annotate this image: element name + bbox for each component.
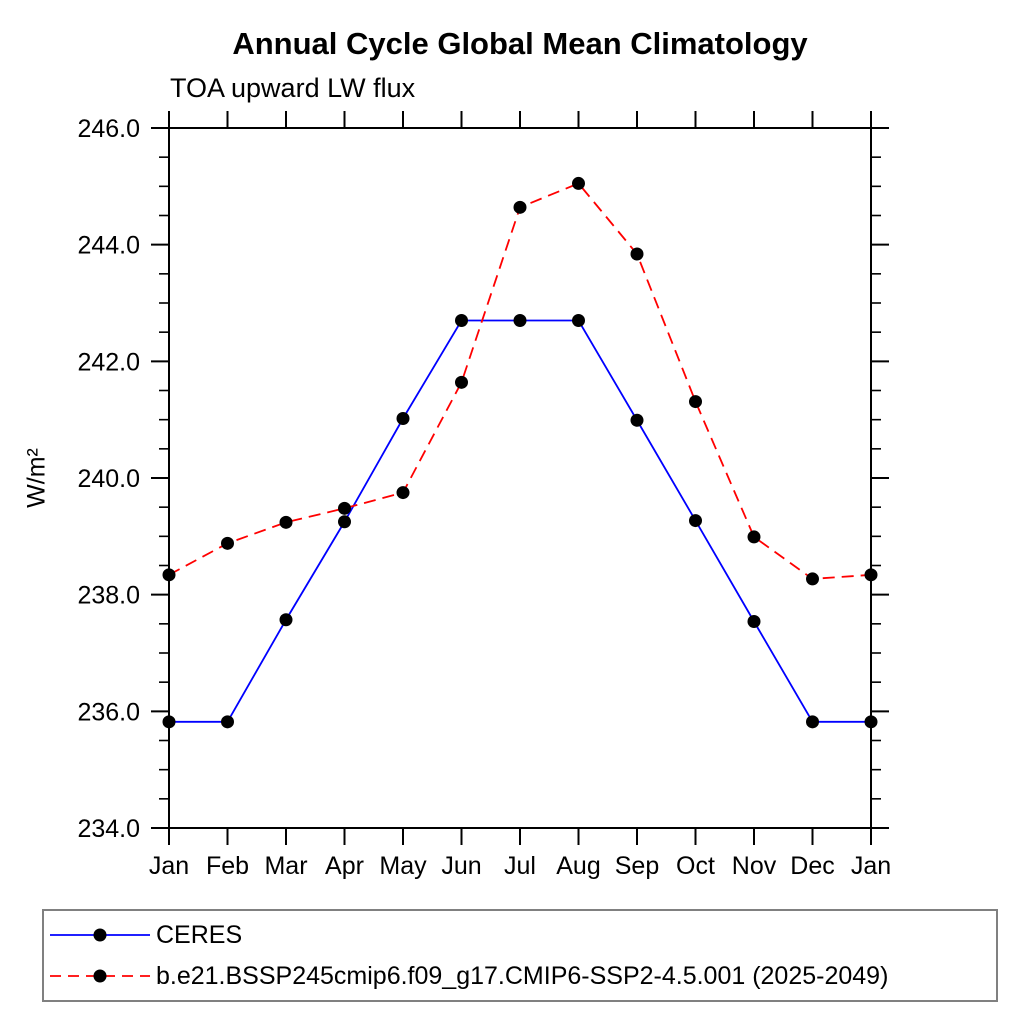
x-tick-label: Jan [149,852,189,880]
x-axis-ticks [168,111,872,845]
chart-title: Annual Cycle Global Mean Climatology [232,26,808,61]
data-point-marker [689,395,702,409]
data-point-marker [162,568,176,582]
data-point-marker [455,375,468,389]
data-point-marker [162,715,176,729]
y-tick-label: 238.0 [77,582,140,610]
x-tick-label: Oct [676,852,715,880]
chart-subtitle: TOA upward LW flux [170,73,416,103]
data-point-marker [864,715,878,729]
series-line [168,182,872,580]
data-point-marker [338,501,351,515]
series-line [169,319,871,723]
y-tick-labels: 234.0 236.0 238.0 240.0 242.0 244.0 246.0 [77,115,140,843]
data-point-marker [221,715,234,729]
data-point-marker [747,615,761,628]
data-point-marker [513,200,527,214]
legend-line-sample-icon [50,928,150,942]
data-point-marker [630,413,644,427]
legend-line-sample-icon [50,969,150,983]
legend-label-ceres: CERES [156,920,243,949]
y-tick-label: 242.0 [77,348,140,376]
x-tick-label: Apr [325,852,364,880]
y-tick-label: 240.0 [77,465,140,493]
x-tick-label: Jul [504,852,536,880]
x-tick-label: Jun [441,852,481,880]
data-point-marker [747,530,761,544]
x-tick-label: May [379,852,427,880]
y-tick-label: 236.0 [77,698,140,726]
data-point-marker [455,314,468,327]
x-tick-label: Dec [790,852,834,880]
y-axis-ticks [151,127,889,829]
data-point-marker [630,247,644,261]
data-point-marker [513,314,527,327]
data-point-marker [572,314,585,327]
x-tick-label: Aug [556,852,600,880]
data-point-marker [806,715,819,729]
x-tick-label: Sep [615,852,659,880]
data-point-marker [689,514,702,528]
legend: CERES b.e21.BSSP245cmip6.f09_g17.CMIP6-S… [42,909,998,1002]
data-point-marker [864,568,878,582]
legend-item-model: b.e21.BSSP245cmip6.f09_g17.CMIP6-SSP2-4.… [48,956,996,997]
x-tick-label: Nov [732,852,777,880]
data-point-marker [806,572,819,586]
series-ceres [162,314,878,729]
axis-frame [168,127,872,829]
x-tick-label: Feb [206,852,249,880]
legend-item-ceres: CERES [48,915,996,956]
y-tick-label: 234.0 [77,815,140,843]
series-model [162,176,878,586]
data-point-marker [338,515,351,529]
data-point-marker [279,515,293,529]
y-tick-label: 244.0 [77,232,140,260]
data-point-marker [221,536,234,550]
data-point-marker [396,486,410,500]
data-point-marker [396,412,410,425]
x-tick-labels: Jan Feb Mar Apr May Jun Jul Aug Sep Oct Nov Dec Jan [149,852,891,880]
legend-label-model: b.e21.BSSP245cmip6.f09_g17.CMIP6-SSP2-4.… [156,961,889,990]
y-tick-label: 246.0 [77,115,140,143]
x-tick-label: Mar [264,852,307,880]
data-point-marker [279,613,293,627]
data-point-marker [572,176,585,190]
x-tick-label: Jan [851,852,891,880]
